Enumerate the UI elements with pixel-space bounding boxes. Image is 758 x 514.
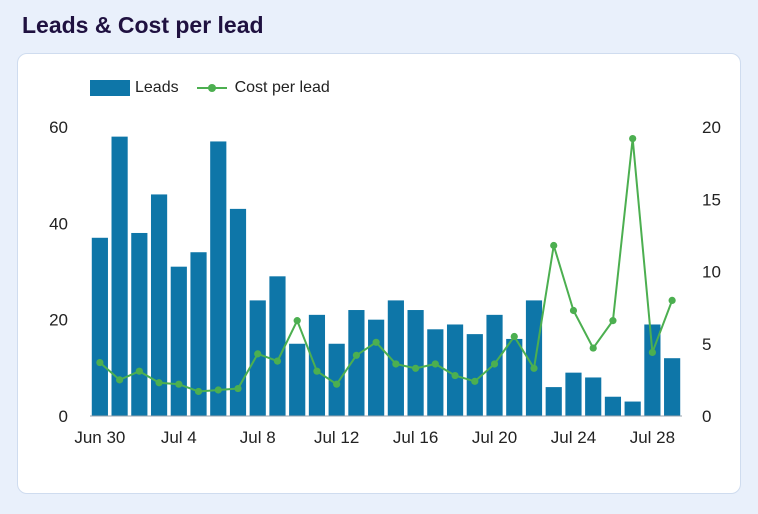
- leads-bar: [565, 372, 582, 416]
- leads-bar: [644, 324, 661, 416]
- chart-title: Leads & Cost per lead: [22, 12, 264, 38]
- cost-per-lead-point: [490, 360, 499, 368]
- leads-bar: [229, 208, 247, 416]
- y-left-tick-label: 20: [49, 311, 68, 330]
- leads-bar: [150, 194, 168, 416]
- cost-per-lead-point: [313, 367, 321, 375]
- cost-per-lead-point: [471, 377, 479, 385]
- leads-bar: [585, 377, 602, 416]
- leads-bar: [506, 338, 523, 416]
- leads-bar: [190, 252, 207, 416]
- leads-bar: [348, 310, 365, 416]
- cost-per-lead-point: [155, 379, 163, 387]
- leads-bar: [249, 300, 266, 416]
- cost-per-lead-point: [451, 371, 459, 380]
- leads-bar: [269, 276, 286, 416]
- cost-per-lead-point: [96, 358, 104, 367]
- cost-per-lead-point: [392, 360, 400, 368]
- leads-bar: [604, 396, 622, 416]
- y-right-tick-label: 0: [702, 407, 711, 426]
- x-tick-label: Jul 8: [240, 428, 276, 447]
- leads-bar: [308, 314, 326, 416]
- leads-bar: [407, 310, 424, 416]
- cost-per-lead-point: [668, 296, 676, 304]
- leads-bar: [466, 334, 483, 416]
- y-right-tick-label: 5: [702, 335, 711, 354]
- cost-per-lead-point: [293, 317, 301, 325]
- leads-bar: [387, 300, 404, 416]
- cost-per-lead-point: [234, 384, 242, 393]
- x-tick-label: Jul 20: [472, 428, 517, 447]
- leads-bar: [170, 266, 187, 416]
- leads-bar: [664, 358, 681, 416]
- legend-label-leads: Leads: [135, 79, 179, 96]
- cost-per-lead-point: [569, 306, 578, 315]
- cost-per-lead-point: [629, 134, 637, 143]
- chart-card: 0 20 40 60 0 5 10 15 20 Jun 30 Jul 4 Jul 8 Jul 12 Jul…: [17, 53, 741, 494]
- cost-per-lead-point: [254, 350, 262, 358]
- legend: Leads Cost per lead: [90, 79, 348, 97]
- cost-per-lead-point: [530, 364, 538, 372]
- legend-item-leads[interactable]: Leads: [90, 79, 179, 97]
- leads-swatch: [90, 80, 130, 96]
- chart-plot: 0 20 40 60 0 5 10 15 20 Jun 30 Jul 4 Jul 8 Jul 12 Jul…: [49, 118, 721, 447]
- legend-label-cost-per-lead: Cost per lead: [234, 79, 330, 96]
- leads-bar: [427, 329, 444, 416]
- x-tick-label: Jul 16: [393, 428, 438, 447]
- cost-per-lead-point: [194, 387, 203, 396]
- cost-per-lead-point: [333, 380, 341, 388]
- cost-per-lead-point: [550, 241, 558, 250]
- leads-bar: [624, 401, 641, 416]
- cost-per-lead-point: [609, 317, 617, 325]
- x-tick-label: Jun 30: [74, 428, 125, 447]
- cost-per-lead-point: [412, 364, 420, 372]
- leads-bar: [91, 237, 108, 416]
- cost-per-lead-point: [510, 332, 518, 341]
- cost-per-lead-point: [273, 357, 282, 365]
- cost-per-lead-point: [214, 386, 222, 394]
- cost-per-lead-point: [372, 338, 380, 346]
- x-tick-label: Jul 12: [314, 428, 359, 447]
- y-right-tick-label: 15: [702, 190, 721, 209]
- leads-bar: [368, 319, 385, 416]
- y-left-tick-label: 0: [59, 407, 68, 426]
- cost-per-lead-point: [648, 348, 657, 357]
- cost-per-lead-swatch: [196, 80, 227, 96]
- x-tick-label: Jul 24: [551, 428, 596, 447]
- x-tick-label: Jul 4: [161, 428, 197, 447]
- y-right-tick-label: 10: [702, 263, 721, 282]
- leads-bar: [545, 387, 562, 416]
- cost-per-lead-point: [352, 351, 360, 359]
- leads-bar: [525, 300, 543, 416]
- cost-per-lead-point: [116, 376, 124, 384]
- leads-bar: [111, 136, 128, 416]
- leads-bar: [131, 232, 148, 416]
- y-right-tick-label: 20: [702, 118, 721, 137]
- y-left-tick-label: 60: [49, 118, 68, 137]
- legend-item-cost-per-lead[interactable]: Cost per lead: [196, 79, 330, 97]
- cost-per-lead-point: [175, 380, 183, 388]
- cost-per-lead-point: [135, 367, 143, 375]
- leads-bar: [289, 343, 306, 416]
- cost-per-lead-point: [431, 360, 439, 368]
- leads-bar: [328, 343, 345, 416]
- x-tick-label: Jul 28: [630, 428, 675, 447]
- leads-bar: [210, 141, 227, 416]
- y-left-tick-label: 40: [49, 214, 68, 233]
- cost-per-lead-point: [589, 344, 597, 352]
- leads-bar: [446, 324, 464, 416]
